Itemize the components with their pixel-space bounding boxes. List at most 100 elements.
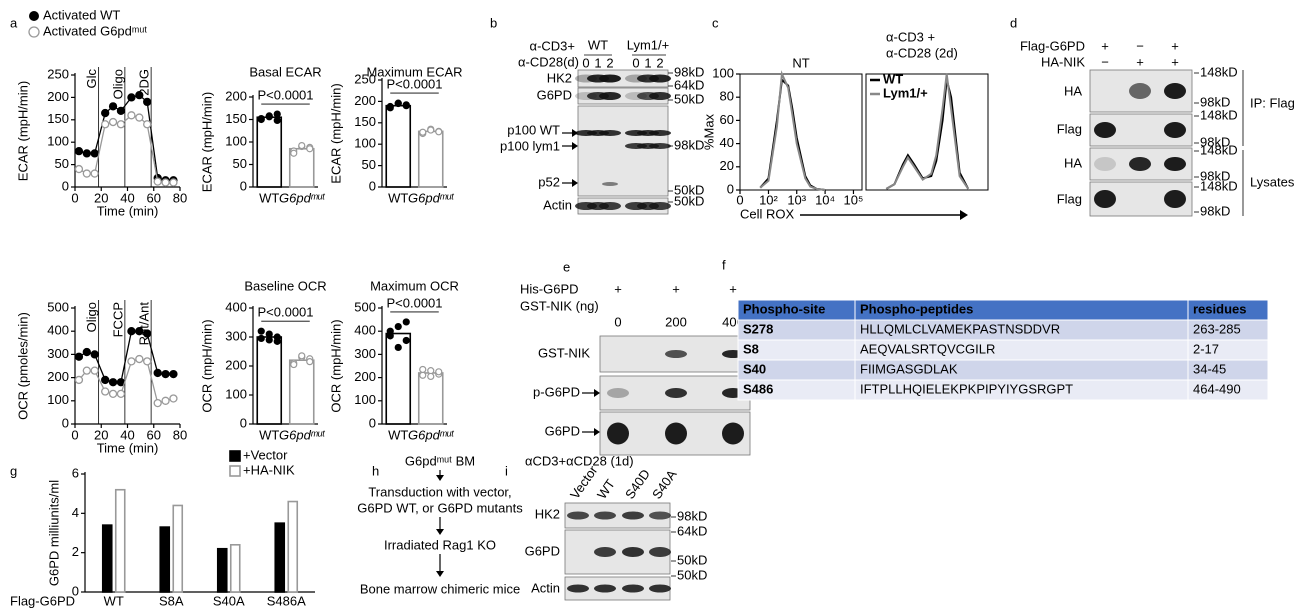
legend-label: WT (883, 71, 903, 86)
size-marker: 98kD (1200, 94, 1230, 109)
treatment-label: αCD3+αCD28 (1d) (525, 453, 634, 468)
lane-label: S40D (622, 466, 653, 501)
data-point (82, 366, 91, 375)
sign: + (1136, 54, 1144, 69)
y-tick-label: 100 (47, 134, 69, 149)
arrow-head (572, 129, 578, 137)
lane-label: 2 (606, 55, 613, 70)
data-point (116, 389, 126, 398)
lane-label: 0 (582, 55, 589, 70)
data-point (74, 375, 84, 385)
data-point (127, 111, 136, 120)
x-axis-label: Time (min) (97, 440, 159, 455)
x-tick-label: WT (259, 427, 279, 442)
injection-label: Rot/Ant (137, 302, 152, 346)
blot-band (722, 422, 744, 445)
size-marker: 64kD (674, 77, 704, 92)
sign: + (1101, 38, 1109, 53)
y-tick-label: 0 (240, 178, 247, 193)
bar (274, 522, 286, 593)
data-point (101, 120, 110, 129)
y-tick-label: 100 (225, 133, 247, 148)
bar (256, 116, 283, 188)
bar (216, 547, 228, 593)
cell-text: AEQVALSRTQVCGILR (860, 341, 995, 356)
bar (256, 336, 283, 425)
row-label: HA (1064, 155, 1082, 170)
data-point (169, 178, 178, 187)
data-point (108, 102, 118, 111)
table-cell (1187, 379, 1269, 401)
data-point (116, 120, 126, 129)
y-axis-label: G6PD milliunits/ml (46, 480, 61, 586)
row-label: G6PD (537, 87, 572, 102)
y-tick-label: 2 (72, 544, 79, 559)
sign: + (614, 281, 622, 296)
row-label: p100 WT (507, 122, 560, 137)
data-point (394, 343, 402, 352)
x-tick-label: WT (259, 190, 279, 205)
y-tick-label: 80 (720, 89, 734, 104)
flow-step: Bone marrow chimeric mice (360, 581, 520, 596)
y-tick-label: 200 (47, 369, 69, 384)
arrow-head (594, 428, 600, 436)
sign: 0 (614, 314, 621, 329)
size-marker: 148kD (1200, 107, 1238, 122)
header-text: residues (1193, 301, 1246, 316)
blot-band (1094, 190, 1116, 208)
panel-label: g (10, 463, 17, 478)
group-label: WT (588, 37, 608, 52)
sign: + (1171, 38, 1179, 53)
sign: + (672, 281, 680, 296)
legend-marker (28, 26, 40, 38)
panel-label: a (10, 15, 18, 30)
data-point (74, 352, 84, 361)
legend-swatch (229, 465, 241, 477)
size-marker: 98kD (677, 508, 707, 523)
x-tick-label: S486A (267, 593, 306, 608)
flow-step: Irradiated Rag1 KO (384, 537, 496, 552)
data-point (90, 350, 99, 359)
blot-band (649, 143, 671, 149)
cell-text: S486 (743, 381, 773, 396)
bar (229, 543, 241, 593)
row-label: G6PD (545, 423, 580, 438)
y-axis-label: ECAR (mpH/min) (15, 81, 30, 181)
size-marker: 148kD (1200, 64, 1238, 79)
factor-label: His-G6PD (520, 281, 579, 296)
y-tick-label: 150 (47, 111, 69, 126)
x-tick-label: G6pdᵐᵘᵗ (408, 190, 455, 205)
panel-label: b (490, 15, 497, 30)
data-point (90, 366, 99, 375)
x-tick-label: 10⁴ (815, 192, 835, 207)
treatment-label: α-CD3+ (530, 38, 575, 53)
x-tick-label: G6pdᵐᵘᵗ (279, 427, 326, 442)
injection-label: Glc (84, 69, 99, 89)
p-value: P<0.0001 (386, 77, 442, 92)
size-marker: 50kD (677, 552, 707, 567)
x-tick-label: 0 (71, 190, 78, 205)
lane-label: S40A (649, 467, 680, 502)
data-point (108, 378, 118, 387)
y-tick-label: 4 (72, 505, 79, 520)
data-point (116, 106, 126, 115)
y-tick-label: 400 (47, 323, 69, 338)
data-point (257, 114, 265, 123)
data-point (257, 334, 265, 343)
y-tick-label: 300 (354, 346, 376, 361)
cell-text: 2-17 (1193, 341, 1219, 356)
x-tick-label: 20 (94, 427, 108, 442)
x-tick-label: 10² (759, 192, 778, 207)
bar (417, 130, 444, 188)
cell-text: S8 (743, 341, 759, 356)
y-tick-label: 0 (72, 583, 79, 598)
y-tick-label: 0 (62, 415, 69, 430)
y-tick-label: 200 (225, 88, 247, 103)
x-tick-label: 40 (120, 427, 134, 442)
blot-band (599, 130, 621, 136)
x-tick-label: 40 (120, 190, 134, 205)
y-tick-label: 300 (225, 328, 247, 343)
data-point (435, 368, 443, 376)
data-point (127, 357, 136, 366)
data-point (265, 113, 273, 121)
